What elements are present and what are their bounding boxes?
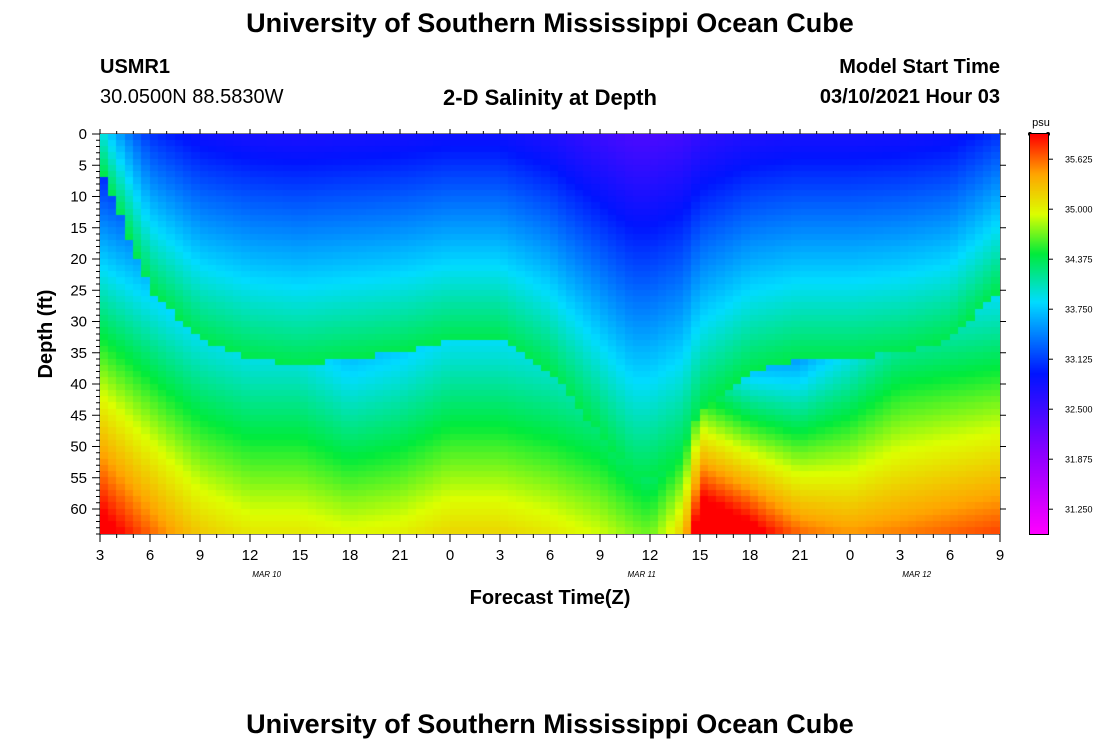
x-tick-label: 15 — [292, 547, 309, 564]
salinity-heatmap — [100, 134, 1000, 534]
x-tick-label: 3 — [896, 547, 904, 564]
model-start-value: 03/10/2021 Hour 03 — [819, 86, 1000, 108]
date-label: MAR 10 — [252, 570, 281, 579]
date-label: MAR 11 — [628, 570, 656, 579]
colorbar-tick-label: 33.125 — [1065, 355, 1093, 365]
x-tick-label: 9 — [196, 547, 204, 564]
x-tick-label: 9 — [596, 547, 604, 564]
colorbar-gradient — [1030, 134, 1048, 534]
x-tick-label: 6 — [146, 547, 154, 564]
y-tick-label: 40 — [70, 376, 87, 393]
plot-title: 2-D Salinity at Depth — [443, 85, 657, 110]
x-tick-label: 18 — [342, 547, 359, 564]
model-start-label: Model Start Time — [839, 56, 1000, 78]
y-axis-label: Depth (ft) — [35, 290, 57, 379]
x-tick-label: 21 — [792, 547, 809, 564]
y-tick-label: 20 — [70, 251, 87, 268]
x-tick-label: 0 — [446, 547, 454, 564]
x-tick-label: 6 — [946, 547, 954, 564]
station-location: 30.0500N 88.5830W — [100, 86, 284, 108]
y-tick-label: 5 — [79, 157, 87, 174]
page-title: University of Southern Mississippi Ocean… — [246, 8, 854, 38]
x-tick-label: 12 — [642, 547, 659, 564]
colorbar-tick-label: 32.500 — [1065, 405, 1093, 415]
y-tick-label: 45 — [70, 407, 87, 424]
colorbar-units: psu — [1032, 117, 1050, 129]
y-tick-label: 60 — [70, 501, 87, 518]
x-tick-label: 3 — [496, 547, 504, 564]
y-tick-label: 0 — [79, 126, 87, 143]
footer-title: University of Southern Mississippi Ocean… — [246, 709, 854, 739]
date-label: MAR 12 — [902, 570, 931, 579]
x-tick-label: 0 — [846, 547, 854, 564]
x-tick-label: 6 — [546, 547, 554, 564]
x-tick-label: 12 — [242, 547, 259, 564]
station-id: USMR1 — [100, 56, 171, 78]
y-tick-label: 30 — [70, 314, 87, 331]
colorbar-tick-label: 35.000 — [1065, 205, 1093, 215]
colorbar-tick-label: 31.875 — [1065, 455, 1093, 465]
colorbar-tick-label: 35.625 — [1065, 155, 1093, 165]
x-axis-label: Forecast Time(Z) — [470, 587, 631, 609]
y-tick-label: 55 — [70, 470, 87, 487]
x-tick-label: 3 — [96, 547, 104, 564]
colorbar-tick-label: 34.375 — [1065, 255, 1093, 265]
x-tick-label: 9 — [996, 547, 1004, 564]
colorbar-tick-label: 31.250 — [1065, 505, 1093, 515]
x-tick-label: 21 — [392, 547, 409, 564]
y-tick-label: 50 — [70, 439, 87, 456]
x-tick-label: 18 — [742, 547, 759, 564]
x-tick-label: 15 — [692, 547, 709, 564]
colorbar-tick-label: 33.750 — [1065, 305, 1093, 315]
y-tick-label: 25 — [70, 282, 87, 299]
y-tick-label: 10 — [70, 189, 87, 206]
y-tick-label: 15 — [70, 220, 87, 237]
y-tick-label: 35 — [70, 345, 87, 362]
